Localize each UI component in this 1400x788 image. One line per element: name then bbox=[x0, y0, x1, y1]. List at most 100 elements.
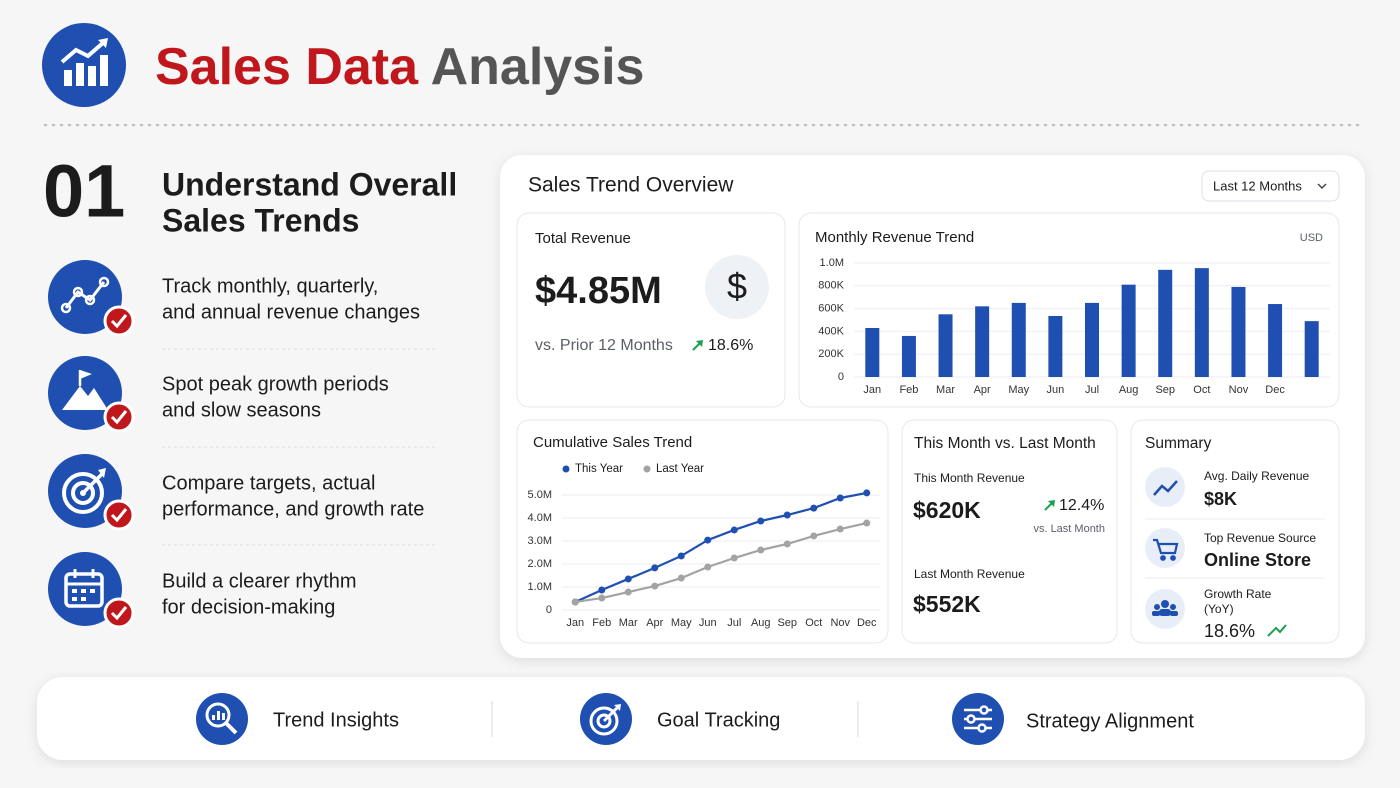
x-tick-label: Oct bbox=[805, 617, 822, 629]
legend-label: Last Year bbox=[656, 463, 704, 475]
bar bbox=[1048, 316, 1063, 377]
series-point bbox=[704, 536, 712, 544]
summary-label: Avg. Daily Revenue bbox=[1204, 469, 1309, 483]
y-tick-label: 5.0M bbox=[528, 489, 552, 501]
line-chart: Cumulative Sales Trend 0 1.0M 2.0M 3.0M 4.0M… bbox=[528, 434, 880, 629]
footer-bar bbox=[37, 677, 1365, 760]
series-point bbox=[598, 586, 606, 594]
series-point bbox=[651, 564, 659, 572]
feature-text: and slow seasons bbox=[162, 399, 321, 421]
metric-change-note: vs. Last Month bbox=[1033, 523, 1105, 535]
bar bbox=[1231, 286, 1246, 377]
chart-unit: USD bbox=[1300, 232, 1323, 244]
card-title: Summary bbox=[1145, 435, 1212, 452]
metric-value: $552K bbox=[913, 591, 981, 617]
feature-text: performance, and growth rate bbox=[162, 498, 424, 520]
x-tick-label: Sep bbox=[1155, 384, 1175, 396]
summary-icon-glyph bbox=[1153, 538, 1179, 561]
section-number: 01 bbox=[43, 150, 125, 233]
series-point bbox=[757, 546, 765, 554]
series-point bbox=[651, 582, 659, 590]
bar bbox=[1194, 268, 1209, 377]
series-point bbox=[624, 588, 632, 596]
summary-value: Online Store bbox=[1204, 550, 1311, 570]
kpi-comparison: vs. Prior 12 Months bbox=[535, 337, 673, 354]
summary-icon bbox=[1145, 528, 1185, 568]
x-tick-label: Jul bbox=[1085, 384, 1099, 396]
period-label[interactable]: Last 12 Months bbox=[1213, 178, 1302, 193]
series-point bbox=[810, 532, 818, 540]
x-tick-label: Mar bbox=[936, 384, 955, 396]
footer-item: Trend Insights bbox=[273, 709, 399, 731]
x-tick-label: Apr bbox=[974, 384, 991, 396]
series-point bbox=[783, 511, 791, 519]
feature-text: Spot peak growth periods bbox=[162, 373, 389, 395]
y-tick-label: 600K bbox=[818, 303, 844, 315]
metric-value: $620K bbox=[913, 497, 981, 523]
series-line bbox=[575, 521, 867, 604]
metric-label: This Month Revenue bbox=[914, 471, 1025, 485]
series-point bbox=[757, 517, 765, 525]
section-heading: Understand Overall bbox=[162, 166, 457, 202]
y-tick-label: 1.0M bbox=[528, 581, 552, 593]
series-point bbox=[598, 594, 606, 602]
series-point bbox=[624, 575, 632, 583]
section-heading: Sales Trends bbox=[162, 202, 359, 238]
series-point bbox=[836, 494, 844, 502]
x-tick-label: Aug bbox=[1119, 384, 1139, 396]
x-tick-label: Dec bbox=[1265, 384, 1285, 396]
bar bbox=[1011, 302, 1026, 377]
footer-icon bbox=[952, 693, 1004, 745]
x-tick-label: Feb bbox=[899, 384, 918, 396]
summary-label: Growth Rate bbox=[1204, 587, 1272, 601]
feature-icon bbox=[48, 454, 135, 531]
summary-label: Top Revenue Source bbox=[1204, 531, 1316, 545]
x-tick-label: Oct bbox=[1193, 384, 1210, 396]
up-arrow bbox=[1044, 500, 1055, 511]
dashboard-title: Sales Trend Overview bbox=[528, 174, 734, 197]
series-point bbox=[677, 574, 685, 582]
bar bbox=[1268, 304, 1283, 377]
bar bbox=[1121, 284, 1136, 377]
x-tick-label: Nov bbox=[1229, 384, 1249, 396]
feature-icon bbox=[48, 552, 135, 629]
bar bbox=[938, 314, 953, 377]
summary-icon-glyph bbox=[1153, 480, 1178, 496]
series-point bbox=[863, 519, 871, 527]
comparison-card bbox=[901, 419, 1118, 644]
summary-card bbox=[1130, 419, 1340, 644]
y-tick-label: 0 bbox=[838, 371, 844, 383]
metric-change: 12.4% bbox=[1059, 497, 1104, 514]
x-tick-label: Jun bbox=[1047, 384, 1065, 396]
bar-chart: Monthly Revenue Trend USD 0 200K 400K 600K 8… bbox=[815, 229, 1330, 396]
x-tick-label: May bbox=[671, 617, 692, 629]
summary-value: 18.6% bbox=[1204, 621, 1255, 641]
series-line bbox=[574, 491, 867, 603]
title-accent: Sales Data bbox=[155, 38, 419, 96]
series-point bbox=[863, 489, 871, 497]
y-tick-label: 200K bbox=[818, 348, 844, 360]
dollar-glyph: $ bbox=[727, 266, 747, 307]
x-tick-label: May bbox=[1008, 384, 1029, 396]
feature-text: Compare targets, actual bbox=[162, 472, 375, 494]
period-dropdown[interactable]: Last 12 Months bbox=[1201, 170, 1340, 202]
y-tick-label: 3.0M bbox=[528, 535, 552, 547]
header-icon-glyph bbox=[60, 38, 108, 86]
kpi-change: 18.6% bbox=[708, 337, 753, 354]
bar bbox=[1085, 302, 1099, 377]
feature-text: and annual revenue changes bbox=[162, 301, 420, 323]
y-tick-label: 4.0M bbox=[528, 512, 552, 524]
dollar-icon bbox=[705, 255, 769, 319]
series-point bbox=[677, 552, 685, 560]
feature-text: Build a clearer rhythm bbox=[162, 570, 357, 592]
series-point bbox=[730, 526, 738, 534]
footer-item: Strategy Alignment bbox=[1026, 710, 1194, 732]
y-tick-label: 2.0M bbox=[528, 558, 552, 570]
y-tick-label: 1.0M bbox=[820, 257, 844, 269]
y-tick-label: 0 bbox=[546, 604, 552, 616]
footer-icon bbox=[196, 693, 248, 745]
x-tick-label: Apr bbox=[646, 617, 663, 629]
bar bbox=[901, 335, 916, 377]
